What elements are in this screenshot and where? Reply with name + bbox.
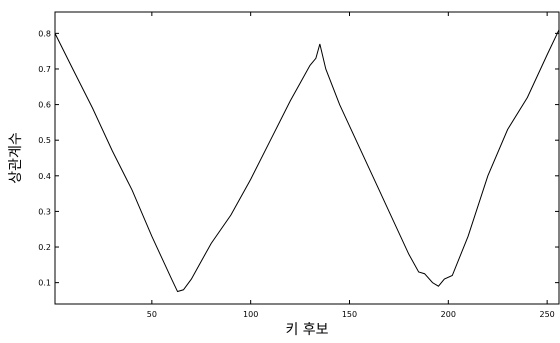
x-tick-label: 50 [147, 310, 157, 319]
y-tick-label: 0.7 [38, 65, 51, 74]
x-tick-label: 250 [540, 310, 555, 319]
x-tick-label: 200 [441, 310, 456, 319]
plot-frame [54, 11, 560, 305]
y-tick-label: 0.2 [38, 243, 51, 252]
y-tick-label: 0.5 [38, 136, 51, 145]
x-tick-label: 100 [243, 310, 258, 319]
y-tick-label: 0.3 [38, 207, 51, 216]
y-tick-label: 0.6 [38, 101, 51, 110]
x-ticks: 50 100 150 200 250 [147, 12, 555, 319]
y-ticks: 0.1 0.2 0.3 0.4 0.5 0.6 0.7 0.8 [38, 29, 559, 288]
x-axis-title: 키 후보 [285, 322, 328, 338]
y-axis-title: 상관계수 [8, 132, 24, 184]
x-tick-label: 150 [342, 310, 357, 319]
y-tick-label: 0.1 [38, 279, 51, 288]
y-tick-label: 0.4 [38, 172, 51, 181]
y-tick-label: 0.8 [38, 29, 51, 38]
series-line [54, 29, 560, 293]
